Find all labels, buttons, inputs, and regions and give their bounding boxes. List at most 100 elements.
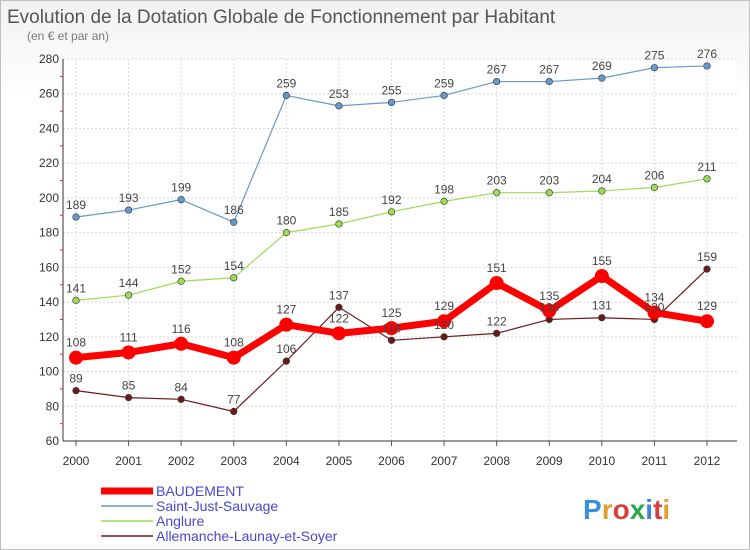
- legend-item: BAUDEMENT: [101, 483, 244, 499]
- data-point: [230, 274, 238, 282]
- data-label: 189: [66, 198, 86, 212]
- data-label: 155: [592, 254, 612, 268]
- data-label: 122: [329, 311, 349, 325]
- y-tick-label: 140: [39, 295, 59, 309]
- data-label: 203: [539, 174, 559, 188]
- data-label: 259: [276, 76, 296, 90]
- data-label: 125: [381, 306, 401, 320]
- data-point: [647, 305, 662, 320]
- data-label: 111: [119, 330, 138, 344]
- data-label: 118: [382, 321, 401, 335]
- data-label: 129: [697, 299, 717, 313]
- data-label: 129: [434, 299, 454, 313]
- data-point: [703, 265, 711, 273]
- logo-letter: x: [630, 494, 646, 525]
- data-point: [177, 196, 185, 204]
- data-label: 108: [66, 336, 86, 350]
- data-label: 276: [697, 47, 717, 61]
- x-tick-label: 2006: [378, 454, 405, 468]
- data-point: [230, 407, 238, 416]
- y-tick-label: 60: [46, 434, 60, 448]
- data-point: [387, 336, 396, 344]
- data-point: [387, 208, 396, 216]
- x-tick-label: 2010: [588, 454, 615, 468]
- logo-letter: r: [602, 494, 613, 525]
- x-tick-label: 2009: [536, 454, 563, 468]
- x-tick-label: 2005: [326, 454, 353, 468]
- data-label: 255: [381, 83, 401, 97]
- legend-label: Saint-Just-Sauvage: [156, 498, 278, 514]
- legend-label: Allemanche-Launay-et-Soyer: [156, 528, 338, 544]
- logo-letter: t: [653, 494, 662, 525]
- data-point: [489, 275, 504, 290]
- data-label: 275: [644, 49, 664, 63]
- legend-item: Allemanche-Launay-et-Soyer: [101, 528, 338, 544]
- data-label: 259: [434, 76, 454, 90]
- data-point: [493, 189, 501, 197]
- data-label: 77: [227, 392, 241, 406]
- data-labels: 89 85 84 77 106 137 118 120 122 130 131 130 159 141 14…: [66, 47, 717, 407]
- data-point: [174, 336, 189, 351]
- data-point: [542, 303, 557, 318]
- x-tick-label: 2007: [431, 454, 458, 468]
- data-label: 137: [329, 288, 349, 302]
- logo-letter: i: [645, 494, 653, 525]
- data-label: 192: [381, 193, 401, 207]
- data-point: [124, 206, 133, 214]
- legend: BAUDEMENTSaint-Just-SauvageAnglureAllema…: [101, 483, 338, 544]
- data-point: [545, 189, 553, 197]
- series-allemanche-launay-et-soyer: [72, 265, 711, 416]
- data-point: [282, 91, 290, 100]
- data-label: 127: [276, 303, 296, 317]
- data-label: 206: [644, 168, 664, 182]
- y-tick-label: 280: [39, 52, 59, 66]
- axes: 60 80 100 120 140 160 180 200 220 240 260 280 2000 20…: [39, 52, 737, 468]
- data-label: 154: [224, 259, 244, 273]
- data-point: [384, 321, 399, 336]
- data-label: 204: [592, 172, 612, 186]
- data-point: [703, 175, 711, 183]
- y-tick-label: 160: [39, 260, 59, 274]
- data-point: [72, 387, 80, 395]
- data-label: 211: [697, 160, 716, 174]
- data-label: 108: [224, 336, 244, 350]
- x-tick-label: 2012: [694, 454, 721, 468]
- data-label: 180: [276, 214, 296, 228]
- chart-title: Evolution de la Dotation Globale de Fonc…: [7, 7, 556, 28]
- data-label: 141: [66, 281, 86, 295]
- legend-label: BAUDEMENT: [156, 483, 244, 499]
- data-label: 106: [276, 342, 296, 356]
- chart-subtitle: (en € et par an): [27, 29, 109, 43]
- proxiti-logo: Proxiti: [583, 494, 670, 525]
- data-label: 116: [172, 322, 191, 336]
- x-tick-label: 2004: [273, 454, 300, 468]
- data-label: 134: [644, 291, 664, 305]
- data-point: [493, 77, 501, 86]
- data-point: [177, 277, 185, 285]
- data-point: [69, 350, 83, 365]
- y-tick-label: 120: [39, 330, 59, 344]
- x-tick-label: 2011: [642, 454, 668, 468]
- data-label: 193: [119, 191, 139, 205]
- data-point: [124, 393, 133, 402]
- logo-letter: o: [613, 494, 630, 525]
- y-tick-label: 240: [39, 121, 59, 135]
- data-point: [331, 326, 346, 341]
- x-tick-label: 2002: [168, 454, 195, 468]
- y-tick-label: 100: [39, 365, 59, 379]
- data-point: [703, 62, 711, 70]
- x-tick-label: 2003: [220, 454, 247, 468]
- series-baudement: [69, 269, 714, 365]
- data-point: [72, 213, 80, 221]
- data-point: [440, 91, 448, 100]
- series-saint-just-sauvage: [72, 62, 711, 226]
- data-label: 130: [644, 300, 664, 314]
- data-label: 85: [122, 379, 136, 393]
- data-point: [177, 395, 185, 403]
- data-label: 159: [697, 250, 717, 264]
- data-point: [545, 77, 553, 86]
- data-label: 152: [171, 262, 191, 276]
- y-tick-label: 80: [46, 399, 60, 413]
- y-tick-label: 220: [39, 156, 59, 170]
